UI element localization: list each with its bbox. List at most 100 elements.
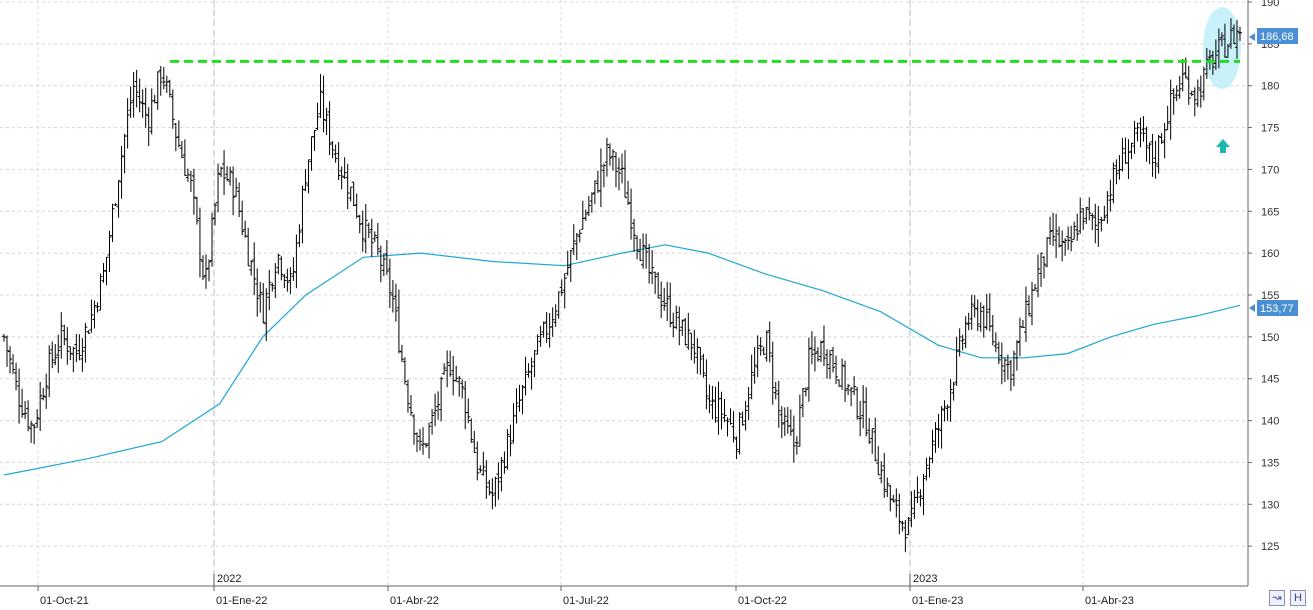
price-bar — [770, 341, 775, 405]
y-tick-label-150: 150 — [1261, 332, 1279, 344]
last-price-value: 186,68 — [1260, 31, 1294, 43]
price-bar — [1072, 221, 1077, 240]
price-bar — [1180, 58, 1185, 92]
price-bar — [1036, 254, 1041, 298]
price-bar — [1165, 105, 1170, 131]
price-bar — [74, 333, 79, 363]
price-bar — [806, 337, 811, 402]
horizontal-gridlines — [0, 1, 1248, 547]
price-bar — [1234, 20, 1239, 59]
price-bar — [746, 387, 751, 421]
price-bar — [514, 388, 519, 424]
chart-scale-icon: ↝ — [1272, 592, 1282, 604]
price-bar — [743, 400, 748, 431]
price-bar — [975, 299, 980, 331]
price-bar — [475, 441, 480, 481]
price-bar — [867, 418, 872, 445]
price-bar — [1204, 48, 1209, 80]
price-bar — [562, 273, 567, 309]
price-bar — [828, 349, 833, 379]
price-bar — [188, 170, 193, 193]
price-bar — [270, 282, 275, 292]
price-bar — [1008, 359, 1013, 391]
price-bar — [876, 446, 881, 476]
h-button[interactable]: H — [1290, 590, 1306, 606]
price-bar — [755, 335, 760, 378]
price-bar — [641, 233, 646, 269]
chart-scale-button[interactable]: ↝ — [1269, 590, 1285, 606]
price-bar — [623, 150, 628, 198]
price-bar — [433, 393, 438, 427]
price-bar — [1238, 26, 1242, 41]
price-bar — [41, 387, 46, 401]
price-bar — [653, 271, 658, 294]
price-bar — [999, 342, 1004, 385]
price-bar — [65, 327, 70, 365]
price-bar — [255, 268, 260, 317]
y-tick-label-145: 145 — [1261, 374, 1279, 386]
price-bar — [815, 347, 820, 362]
price-bar — [710, 385, 715, 420]
price-bar — [855, 386, 860, 420]
price-bar — [282, 274, 287, 289]
price-bar — [445, 350, 450, 388]
price-bar — [264, 288, 269, 342]
price-bar — [460, 379, 465, 399]
price-bar — [704, 359, 709, 410]
price-bar — [213, 202, 218, 226]
price-bar — [773, 381, 778, 400]
price-bar — [897, 493, 902, 535]
year-label-2023: 2023 — [913, 573, 937, 585]
price-bar — [369, 218, 374, 257]
price-bar — [864, 387, 869, 437]
price-bar — [809, 331, 814, 365]
price-bar — [526, 363, 531, 378]
price-bar — [249, 260, 254, 276]
price-bar — [939, 406, 944, 449]
price-bar — [487, 479, 492, 496]
price-bar — [505, 429, 510, 470]
price-bar — [731, 411, 736, 443]
price-bar — [399, 344, 404, 362]
price-bar — [921, 473, 926, 516]
price-bar — [821, 325, 826, 367]
price-bar — [318, 74, 323, 118]
price-bar — [104, 256, 109, 286]
price-bar — [1111, 162, 1116, 204]
price-bar — [1057, 226, 1062, 248]
y-tick-label-140: 140 — [1261, 416, 1279, 428]
price-bar — [164, 75, 169, 93]
last-price-tag: 186,68 — [1249, 28, 1298, 44]
price-bar — [764, 330, 769, 362]
price-bar — [957, 328, 962, 357]
price-bar — [1102, 205, 1107, 222]
price-bar — [903, 519, 908, 553]
price-bar — [182, 139, 187, 176]
price-bar — [686, 312, 691, 350]
price-bar — [1132, 120, 1137, 154]
price-bar — [502, 451, 507, 474]
price-bar — [38, 381, 43, 431]
price-bar — [167, 79, 172, 98]
price-bar — [44, 373, 49, 409]
price-bar — [583, 209, 588, 221]
price-bar — [1063, 238, 1068, 256]
price-bar — [924, 457, 929, 481]
price-bar — [752, 346, 757, 384]
x-tick-label-6: 01-Abr-23 — [1085, 595, 1134, 607]
price-bar — [222, 150, 227, 195]
price-bar — [882, 452, 887, 498]
price-bar — [870, 428, 875, 454]
price-bar — [532, 350, 537, 378]
price-bar — [330, 141, 335, 159]
price-bar — [261, 282, 266, 324]
price-bar — [749, 354, 754, 400]
y-tick-label-155: 155 — [1261, 290, 1279, 302]
price-bar — [454, 365, 459, 383]
price-bar — [647, 243, 652, 284]
y-tick-label-180: 180 — [1261, 81, 1279, 93]
price-bar — [601, 163, 606, 188]
price-bar — [1014, 340, 1019, 371]
h-button-label: H — [1294, 592, 1302, 604]
